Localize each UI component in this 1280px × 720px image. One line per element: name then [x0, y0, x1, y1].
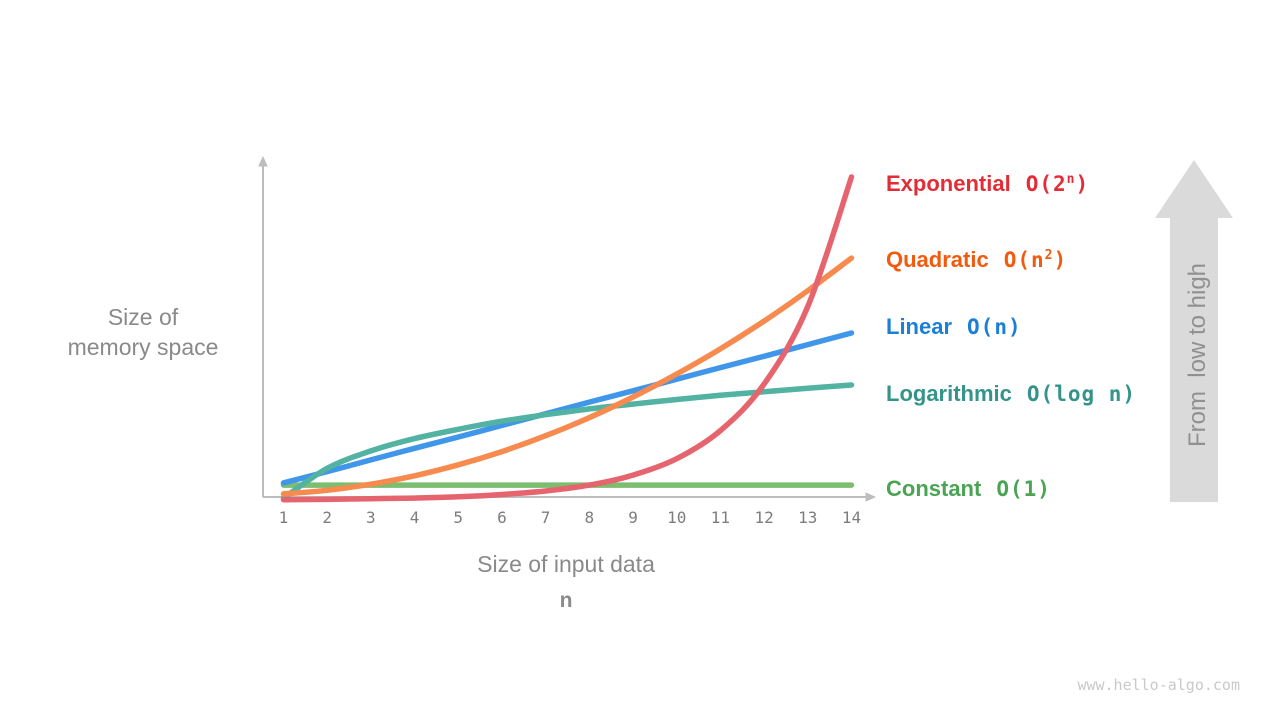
- x-tick-label: 11: [710, 508, 731, 527]
- y-axis-label-line2: memory space: [67, 334, 219, 360]
- x-tick-label: 4: [409, 508, 420, 527]
- y-axis-label-line1: Size of: [107, 304, 179, 330]
- legend-label: Constant: [886, 476, 982, 501]
- x-tick-label: 5: [453, 508, 464, 527]
- legend-item-linear: Linear O(n): [886, 308, 1022, 339]
- up-arrow-icon: [1155, 160, 1233, 502]
- curve-exponential: [280, 174, 855, 503]
- legend-item-exponential: Exponential O(2n): [886, 165, 1089, 196]
- x-tick-label: 10: [667, 508, 687, 527]
- legend-formula: O(1): [996, 477, 1051, 501]
- legend-formula: O(2n): [1025, 172, 1090, 196]
- x-tick-label: 12: [754, 508, 774, 527]
- y-axis-arrowhead-icon: [258, 156, 268, 167]
- legend-label: Exponential: [886, 171, 1011, 196]
- curves-group: [280, 174, 855, 503]
- curve-quadratic: [280, 255, 855, 497]
- x-tick-label: 6: [497, 508, 507, 527]
- legend-item-logarithmic: Logarithmic O(log n): [886, 375, 1136, 406]
- legend-formula: O(n2): [1003, 248, 1068, 272]
- curve-linear: [280, 330, 855, 486]
- x-tick-label: 14: [841, 508, 862, 527]
- legend-label: Logarithmic: [886, 381, 1012, 406]
- legend-formula: O(n): [967, 315, 1022, 339]
- legend-item-quadratic: Quadratic O(n2): [886, 241, 1067, 272]
- up-arrow-label: From low to high: [1184, 262, 1211, 448]
- x-axis-symbol: n: [559, 589, 573, 612]
- watermark: www.hello-algo.com: [1077, 676, 1240, 694]
- y-axis-label: Size of memory space: [40, 302, 246, 362]
- x-tick-label: 13: [798, 508, 818, 527]
- x-tick-label: 7: [540, 508, 551, 527]
- x-tick-label: 1: [278, 508, 289, 527]
- x-tick-label: 2: [322, 508, 332, 527]
- x-tick-label: 9: [628, 508, 638, 527]
- legend-label: Linear: [886, 314, 953, 339]
- legend-label: Quadratic: [886, 247, 989, 272]
- curve-logarithmic: [280, 382, 855, 501]
- x-axis-label: Size of input data: [477, 551, 655, 577]
- legend-item-constant: Constant O(1): [886, 470, 1051, 501]
- x-tick-label: 3: [366, 508, 376, 527]
- legend-formula: O(log n): [1026, 382, 1137, 406]
- x-tick-label: 8: [584, 508, 595, 527]
- x-axis-arrowhead-icon: [865, 492, 876, 502]
